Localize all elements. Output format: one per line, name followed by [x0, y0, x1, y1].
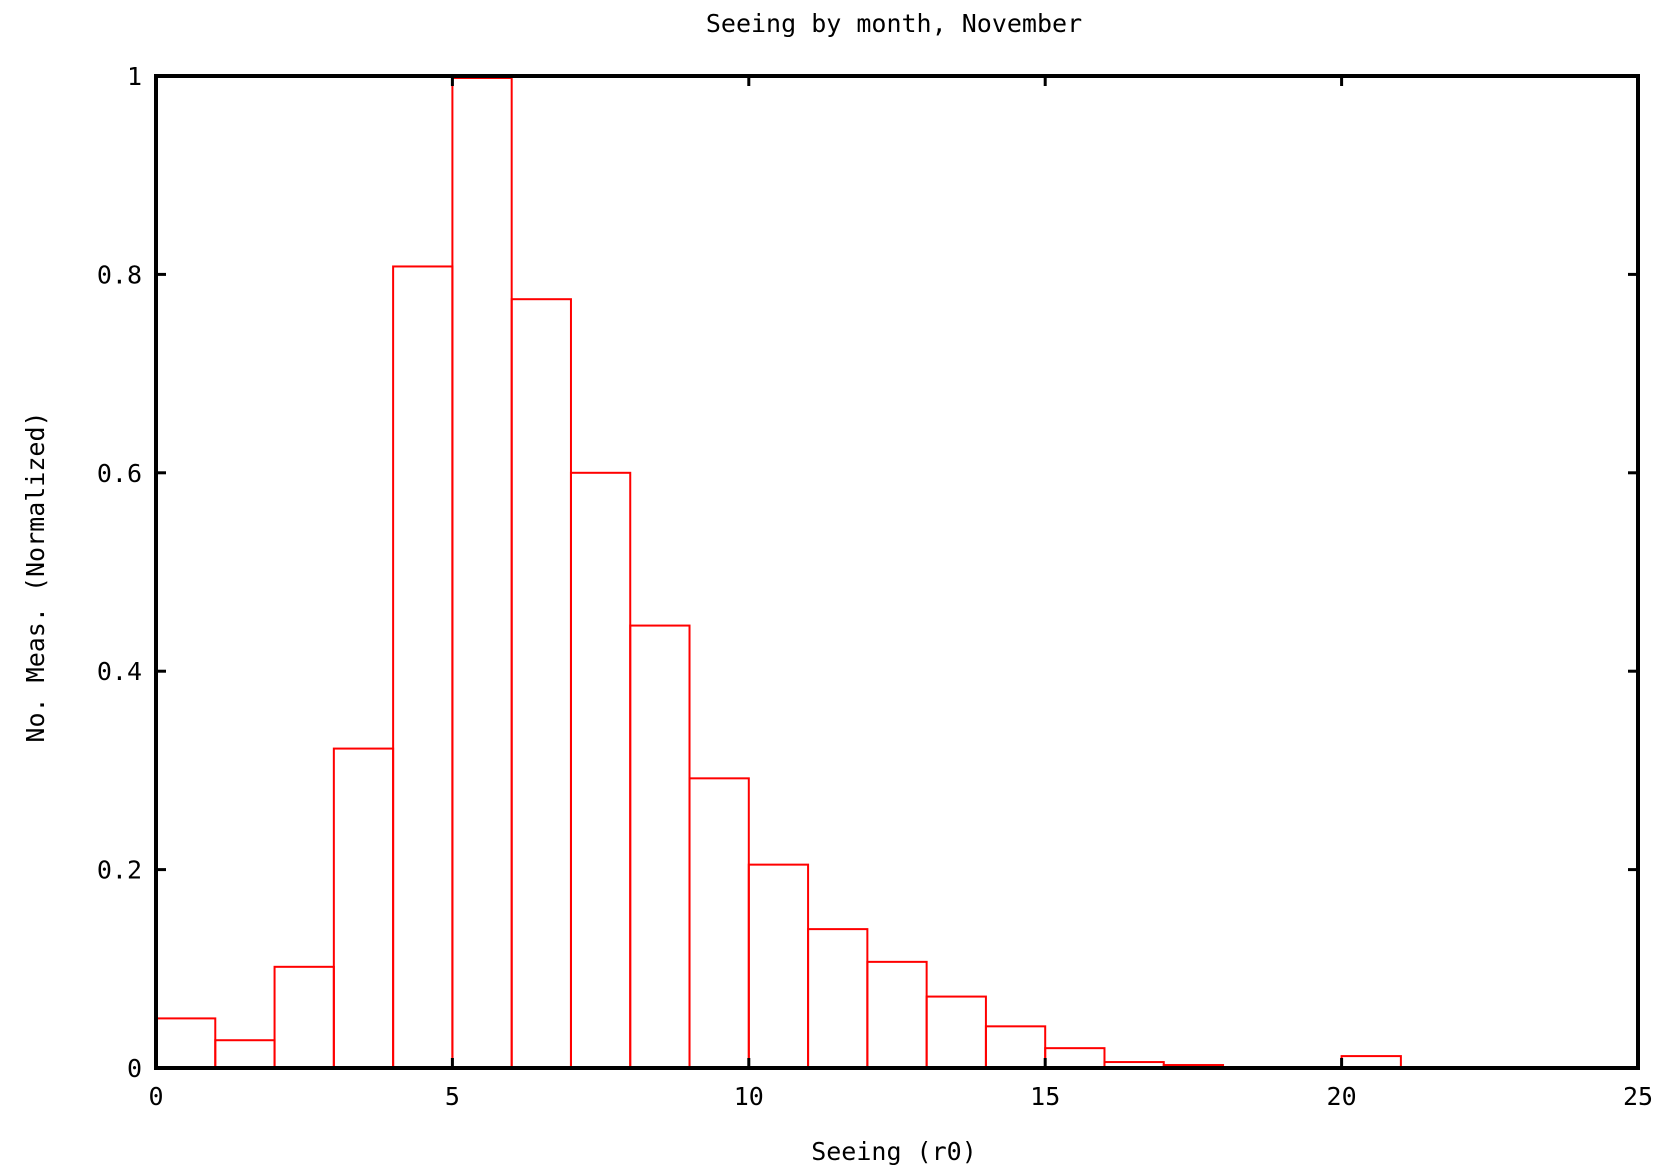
x-tick-label: 0 [148, 1082, 163, 1111]
plot-frame [154, 74, 1640, 1070]
y-tick-label: 0.6 [97, 459, 142, 488]
histogram-bar [569, 471, 632, 1069]
histogram-bar [273, 965, 335, 1069]
histogram-bar [866, 960, 928, 1070]
histogram-bar [392, 265, 454, 1069]
histogram-bar [747, 863, 810, 1070]
y-tick-label: 1 [127, 62, 142, 91]
histogram-bar [629, 624, 691, 1069]
histogram-bar [510, 298, 572, 1069]
y-tick-label: 0.4 [97, 657, 142, 686]
chart-title: Seeing by month, November [706, 9, 1082, 38]
histogram-bar [451, 76, 513, 1069]
histogram-bars [155, 76, 1402, 1070]
x-tick-label: 20 [1327, 1082, 1357, 1111]
y-tick-label: 0.2 [97, 856, 142, 885]
histogram-bar [155, 1017, 217, 1070]
histogram-bar [984, 1025, 1047, 1070]
y-axis-label: No. Meas. (Normalized) [21, 411, 50, 742]
y-tick-label: 0 [127, 1054, 142, 1083]
histogram-bar [807, 928, 869, 1069]
histogram-bar [688, 777, 750, 1069]
x-tick-label: 25 [1623, 1082, 1653, 1111]
histogram-bar [1044, 1047, 1106, 1070]
x-axis-label: Seeing (r0) [811, 1137, 977, 1166]
histogram-bar [214, 1039, 276, 1069]
histogram-bar [925, 995, 987, 1069]
x-tick-label: 10 [734, 1082, 764, 1111]
y-tick-label: 0.8 [97, 260, 142, 289]
histogram-bar [332, 747, 395, 1069]
x-tick-label: 5 [445, 1082, 460, 1111]
x-tick-label: 15 [1030, 1082, 1060, 1111]
axis-ticks: 0 5 10 15 20 25 0 0.2 0.4 0.6 0.8 1 [97, 62, 1653, 1111]
